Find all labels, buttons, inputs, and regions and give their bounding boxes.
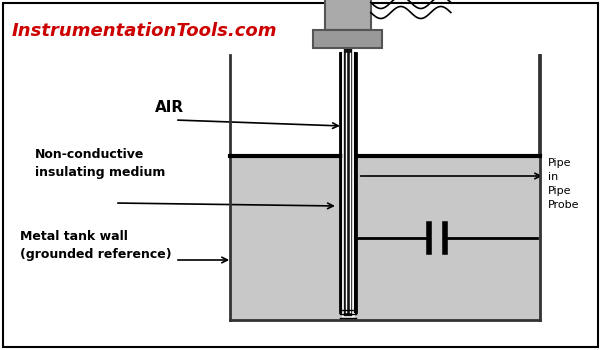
- Text: Metal tank wall
(grounded reference): Metal tank wall (grounded reference): [20, 230, 172, 261]
- Text: AIR: AIR: [155, 100, 184, 115]
- Bar: [230, 156, 540, 320]
- Text: InstrumentationTools.com: InstrumentationTools.com: [12, 22, 278, 40]
- Bar: [325, 0, 371, 30]
- Text: Pipe
in
Pipe
Probe: Pipe in Pipe Probe: [548, 158, 579, 210]
- Text: Non-conductive
insulating medium: Non-conductive insulating medium: [35, 148, 165, 179]
- Bar: [313, 30, 382, 48]
